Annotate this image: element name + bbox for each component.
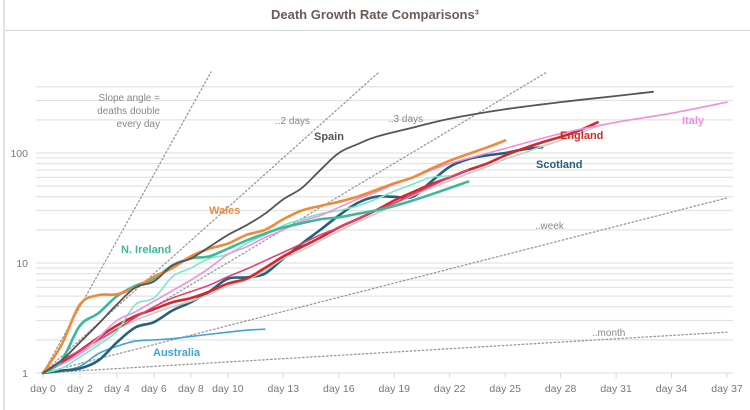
x-tick-label: day 19 xyxy=(378,383,410,395)
y-tick-label: 1 xyxy=(22,368,28,380)
series-line-italy xyxy=(42,101,728,374)
x-tick-label: day 6 xyxy=(141,383,167,395)
reference-line xyxy=(42,71,380,374)
x-tick-label: day 2 xyxy=(67,383,93,395)
reference-line xyxy=(42,197,728,374)
series-lines xyxy=(41,90,728,375)
chart-title: Death Growth Rate Comparisons³ xyxy=(270,7,480,22)
x-tick-label: day 8 xyxy=(178,383,204,395)
series-label-england: England xyxy=(560,130,603,142)
series-label-australia: Australia xyxy=(153,347,201,359)
series-label-scotland: Scotland xyxy=(536,159,582,171)
x-tick-label: day 34 xyxy=(656,383,688,395)
series-line-england xyxy=(41,121,599,375)
title-divider xyxy=(5,30,750,31)
x-tick-label: day 16 xyxy=(323,383,355,395)
gridlines xyxy=(36,86,733,374)
ref-label-2-days: ..2 days xyxy=(275,116,310,127)
ref-label-month: ..month xyxy=(592,328,625,339)
ref-label-3-days: ..3 days xyxy=(388,114,423,125)
series-line-wales xyxy=(41,139,507,375)
x-tick-label: day 22 xyxy=(434,383,466,395)
y-tick-label: 10 xyxy=(16,258,28,270)
x-tick-label: day 0 xyxy=(30,383,56,395)
series-line-spain xyxy=(42,90,654,374)
ref-label-week: ..week xyxy=(535,221,565,232)
series-line-uk xyxy=(42,125,599,374)
series-line-australia xyxy=(42,328,266,374)
x-tick-label: day 37 xyxy=(711,383,743,395)
ref-label-daily-line1: Slope angle = xyxy=(99,93,161,104)
x-tick-label: day 31 xyxy=(600,383,632,395)
ref-label-daily-line3: every day xyxy=(117,119,160,130)
ref-label-daily-line2: deaths double xyxy=(97,106,160,117)
x-tick-label: day 4 xyxy=(104,383,130,395)
x-axis: day 0 day 2 day 4 day 6 day 8 day 10 day 13 day… xyxy=(30,373,743,395)
series-label-spain: Spain xyxy=(314,131,344,143)
series-line-aqua xyxy=(42,175,451,374)
y-axis: 1 10 100 xyxy=(10,148,28,380)
x-tick-label: day 13 xyxy=(268,383,300,395)
x-tick-label: day 10 xyxy=(212,383,244,395)
series-line-n-ireland xyxy=(41,180,470,375)
chart-frame-left-border xyxy=(3,0,5,410)
series-line-hot-pink xyxy=(42,169,469,374)
y-tick-label: 100 xyxy=(10,148,28,160)
series-label-n-ireland: N. Ireland xyxy=(121,244,171,256)
series-label-wales: Wales xyxy=(209,205,240,217)
series-label-italy: Italy xyxy=(682,115,705,127)
x-tick-label: day 28 xyxy=(545,383,577,395)
x-tick-label: day 25 xyxy=(489,383,521,395)
